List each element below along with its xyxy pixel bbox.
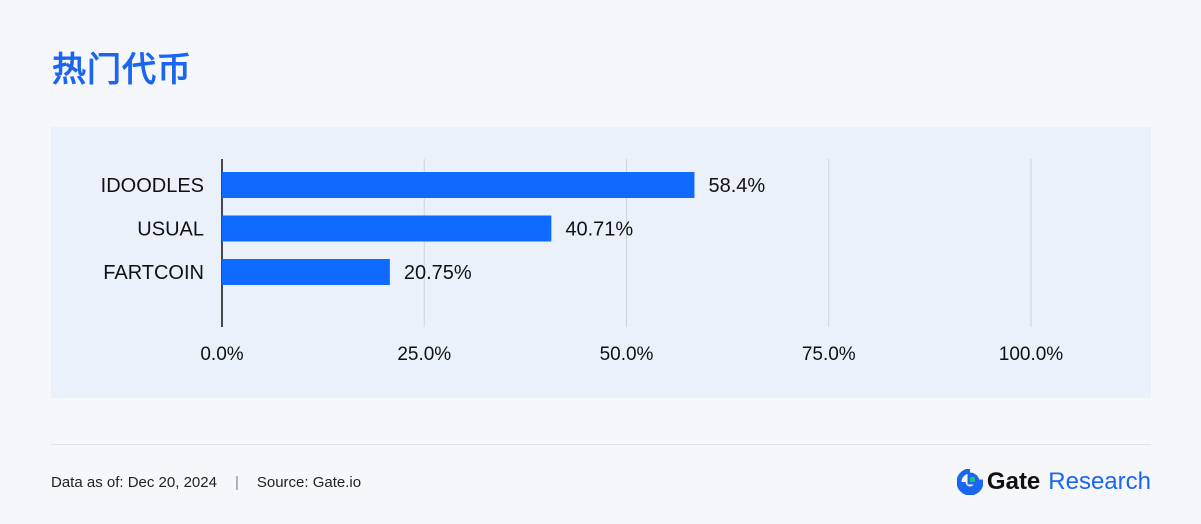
category-label: FARTCOIN: [103, 262, 204, 284]
data-label: 40.71%: [565, 219, 633, 241]
data-date: Data as of: Dec 20, 2024: [51, 474, 217, 491]
x-tick-label: 0.0%: [200, 344, 243, 365]
x-tick-label: 100.0%: [999, 344, 1064, 365]
brand-gate: Gate: [986, 468, 1041, 495]
page-title: 热门代币: [52, 50, 192, 90]
footer: Data as of: Dec 20, 2024 | Source: Gate.…: [51, 474, 361, 491]
footer-separator: |: [234, 474, 239, 491]
bar: [222, 172, 695, 198]
category-label: IDOODLES: [101, 175, 204, 197]
footer-divider: [51, 444, 1151, 445]
bar-chart: 0.0% 25.0% 50.0% 75.0% 100.0% IDOODLES 58.4% US…: [101, 159, 1064, 365]
data-label: 58.4%: [708, 175, 765, 197]
data-label: 20.75%: [404, 262, 472, 284]
brand-research: Research: [1048, 468, 1151, 495]
x-tick-label: 25.0%: [397, 344, 451, 365]
x-tick-label: 75.0%: [802, 344, 856, 365]
gate-logo-icon: [956, 469, 983, 495]
brand-logo: Gate Research: [956, 468, 1151, 496]
data-source: Source: Gate.io: [256, 474, 362, 491]
x-tick-label: 50.0%: [600, 344, 654, 365]
chart-panel: 0.0% 25.0% 50.0% 75.0% 100.0% IDOODLES 58.4% US…: [51, 127, 1151, 398]
bar: [222, 259, 390, 285]
bar: [222, 215, 552, 242]
category-label: USUAL: [137, 219, 204, 241]
